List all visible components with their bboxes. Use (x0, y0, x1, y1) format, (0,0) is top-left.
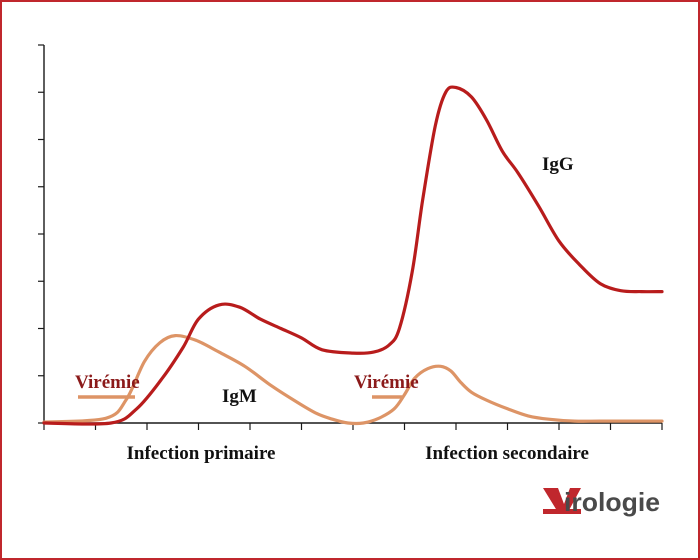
series-line-igm (42, 333, 664, 426)
logo-v-mark (543, 488, 581, 514)
viremie-label-1: Virémie (75, 372, 140, 393)
curves (42, 85, 664, 426)
annotations: Virémie IgM Virémie IgG (75, 154, 574, 407)
series-line-igg (42, 85, 664, 426)
logo-v-bar (543, 509, 581, 514)
logo-text: irologie (564, 487, 660, 517)
virologie-logo: irologie (543, 487, 660, 517)
viremie-label-2: Virémie (354, 372, 419, 393)
igm-label: IgM (222, 386, 257, 407)
phase-label-secondaire: Infection secondaire (425, 443, 589, 464)
phase-label-primaire: Infection primaire (127, 443, 276, 464)
igg-label: IgG (542, 154, 574, 175)
